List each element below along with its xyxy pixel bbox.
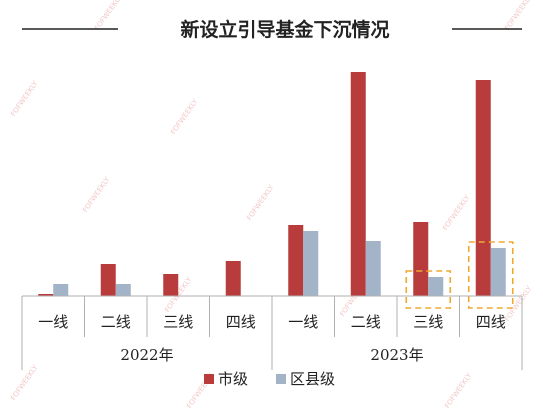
watermark-6: FOFWEEKLY xyxy=(81,175,112,214)
watermark-5: FOFWEEKLY xyxy=(245,183,276,222)
x-tick-label-5: 一线 xyxy=(288,313,318,331)
x-tick-label-6: 二线 xyxy=(351,313,381,331)
legend: 市级 区县级 xyxy=(204,370,335,388)
watermark-10: FOFWEEKLY xyxy=(9,363,40,402)
x-tick-label-4: 四线 xyxy=(226,313,256,331)
watermark-9: FOFWEEKLY xyxy=(503,284,534,323)
x-tick-label-3: 三线 xyxy=(163,313,193,331)
x-tick-label-8: 四线 xyxy=(476,313,506,331)
watermark-4: FOFWEEKLY xyxy=(169,97,200,136)
watermark-3: FOFWEEKLY xyxy=(9,79,40,118)
legend-swatch-1 xyxy=(204,374,214,384)
group-label-2: 2023年 xyxy=(370,346,423,364)
bars-layer xyxy=(38,72,506,296)
x-tick-label-2: 二线 xyxy=(101,313,131,331)
highlight-box-1 xyxy=(405,270,452,309)
bar-county-1 xyxy=(53,284,69,296)
bar-county-6 xyxy=(365,241,381,296)
bar-city-6 xyxy=(350,72,366,296)
group-label-1: 2022年 xyxy=(120,346,173,364)
watermark-2: FOFWEEKLY xyxy=(503,0,534,32)
bar-city-1 xyxy=(38,294,54,296)
x-tick-label-1: 一线 xyxy=(38,313,68,331)
bar-city-3 xyxy=(163,274,179,296)
legend-swatch-2 xyxy=(276,374,286,384)
x-tick-label-7: 三线 xyxy=(413,313,443,331)
bar-city-7 xyxy=(413,222,429,296)
watermark-12: FOFWEEKLY xyxy=(443,371,474,410)
chart-title: 新设立引导基金下沉情况 xyxy=(180,18,389,41)
bar-city-8 xyxy=(475,80,491,296)
x-axis: 一线 二线 三线 四线 一线 二线 三线 四线 2022年 2023年 xyxy=(21,295,523,370)
bar-county-8 xyxy=(490,248,506,296)
legend-label-1: 市级 xyxy=(218,370,248,388)
bar-county-2 xyxy=(115,284,131,296)
bar-city-4 xyxy=(225,261,241,296)
bar-county-5 xyxy=(303,231,319,296)
watermark-7: FOFWEEKLY xyxy=(441,193,472,232)
highlight-boxes xyxy=(405,241,514,309)
bar-county-7 xyxy=(428,277,444,296)
bar-city-5 xyxy=(288,225,304,296)
highlight-box-2 xyxy=(467,241,514,309)
watermark-1: FOFWEEKLY xyxy=(93,0,124,32)
legend-label-2: 区县级 xyxy=(290,370,335,388)
bar-city-2 xyxy=(100,264,116,296)
